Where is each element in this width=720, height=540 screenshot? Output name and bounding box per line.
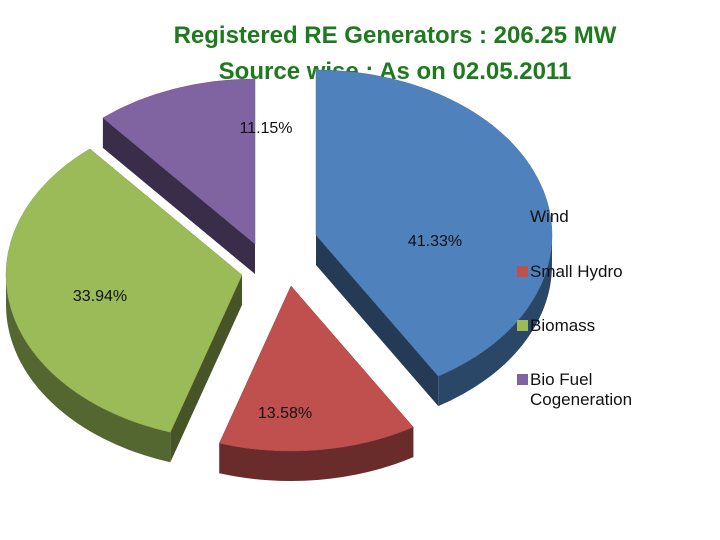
legend-item-bio-fuel-cogeneration: Bio Fuel Cogeneration: [517, 370, 660, 410]
slice-side-wind: [316, 235, 552, 407]
legend-item-wind: Wind: [517, 207, 660, 227]
legend-item-biomass: Biomass: [517, 316, 660, 336]
slice-side-bio-fuel-cogeneration: [102, 117, 255, 274]
legend-swatch-small-hydro: [517, 266, 528, 277]
legend-swatch-biomass: [517, 320, 528, 331]
slice-bio-fuel-cogeneration: [102, 78, 256, 245]
legend-item-small-hydro: Small Hydro: [517, 262, 660, 282]
data-label-biomass: 33.94%: [73, 288, 127, 305]
legend-label-bio-fuel-cogeneration: Bio Fuel Cogeneration: [530, 370, 633, 409]
data-label-bio-fuel-cogeneration: 11.15%: [239, 120, 292, 137]
legend-label-biomass: Biomass: [530, 316, 596, 335]
legend-label-small-hydro: Small Hydro: [530, 262, 623, 281]
data-label-wind: 41.33%: [408, 233, 462, 250]
data-label-small-hydro: 13.58%: [258, 405, 312, 422]
legend-swatch-bio-fuel-cogeneration: [517, 374, 528, 385]
slice-small-hydro: [218, 285, 414, 452]
slice-biomass: [5, 148, 243, 433]
chart-title-line-1: Registered RE Generators : 206.25 MW: [173, 22, 617, 49]
legend-swatch-wind: [517, 211, 528, 222]
legend-label-wind: Wind: [530, 207, 569, 226]
slice-wind: [315, 69, 553, 377]
